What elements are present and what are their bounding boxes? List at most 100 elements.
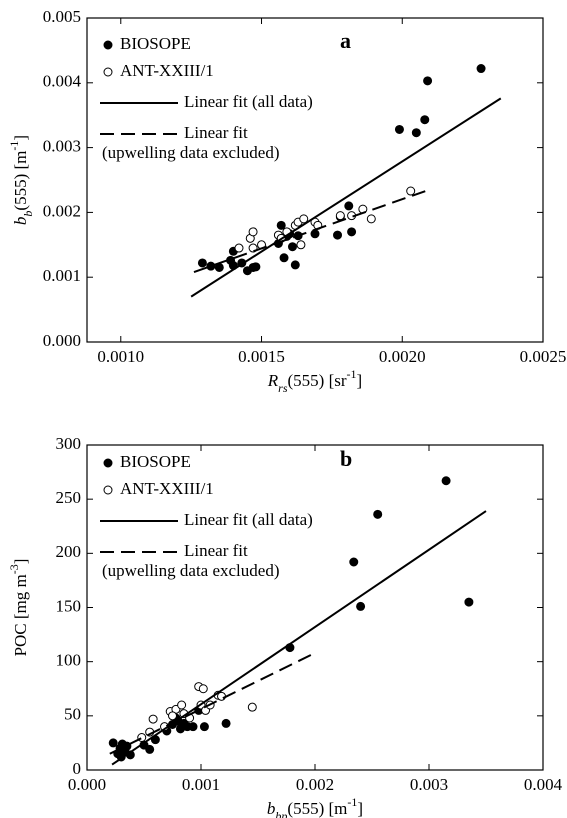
legend-label: ANT-XXIII/1	[120, 61, 214, 80]
y-tick-label: 200	[56, 542, 82, 561]
data-point	[406, 186, 416, 196]
label-part: -1	[347, 795, 357, 809]
data-point	[411, 128, 421, 138]
x-tick-label: 0.0010	[97, 347, 144, 366]
fit-line	[190, 97, 502, 298]
x-tick-label: 0.0020	[379, 347, 426, 366]
data-point	[441, 476, 451, 486]
x-tick-label: 0.001	[182, 775, 220, 794]
label-part: ]	[11, 559, 30, 565]
data-point	[356, 601, 366, 611]
data-point	[217, 691, 227, 701]
axis-label: bb(555) [m-1]	[7, 135, 35, 225]
label-part: ]	[11, 135, 30, 141]
label-part: b	[11, 217, 30, 226]
label-part: ]	[357, 371, 363, 390]
data-point	[168, 711, 177, 721]
x-tick-label: 0.0025	[520, 347, 567, 366]
data-point	[423, 76, 433, 86]
y-tick-label: 0	[73, 759, 82, 778]
legend-label: (upwelling data excluded)	[102, 143, 280, 162]
data-point	[296, 240, 306, 250]
data-point	[290, 260, 300, 270]
legend-marker	[103, 458, 113, 468]
axis-label: POC [mg m-3]	[7, 559, 30, 657]
data-point	[148, 714, 158, 724]
y-tick-label: 50	[64, 705, 81, 724]
label-part: R	[267, 371, 279, 390]
y-tick-label: 0.001	[43, 266, 81, 285]
legend: BIOSOPE ANT-XXIII/1 Linear fit (all data) L…	[100, 452, 313, 580]
legend-label: Linear fit	[184, 541, 248, 560]
y-tick-label: 100	[56, 651, 82, 670]
label-part: b	[21, 211, 35, 217]
x-tick-label: 0.004	[524, 775, 563, 794]
y-tick-label: 150	[56, 596, 82, 615]
legend-marker	[103, 67, 113, 77]
data-point	[248, 227, 258, 237]
label-part: (555) [m	[11, 151, 30, 211]
y-tick-label: 0.002	[43, 201, 81, 220]
fit-line	[109, 653, 314, 755]
label-part: ]	[357, 799, 363, 818]
data-point	[198, 684, 208, 694]
data-point	[279, 253, 289, 263]
data-point	[310, 229, 320, 239]
y-tick-label: 250	[56, 488, 82, 507]
panel-letter: b	[340, 446, 352, 471]
data-point	[299, 214, 309, 224]
legend-marker	[103, 485, 113, 495]
label-part: -3	[7, 564, 21, 574]
data-point	[221, 718, 231, 728]
legend-label: BIOSOPE	[120, 452, 191, 471]
label-part: rs	[278, 381, 288, 395]
data-point	[420, 115, 430, 125]
data-point	[234, 243, 244, 253]
legend-label: Linear fit (all data)	[184, 510, 313, 529]
data-point	[251, 262, 261, 272]
axis-label: Rrs(555) [sr-1]	[267, 367, 362, 395]
legend-label: Linear fit	[184, 123, 248, 142]
y-tick-label: 0.003	[43, 137, 81, 156]
y-tick-label: 0.004	[43, 72, 82, 91]
data-point	[335, 211, 345, 221]
label-part: (555) [sr	[288, 371, 347, 390]
y-tick-label: 0.000	[43, 331, 81, 350]
fit-line	[111, 510, 487, 766]
x-tick-label: 0.000	[68, 775, 106, 794]
x-tick-label: 0.0015	[238, 347, 285, 366]
data-point	[199, 722, 209, 732]
label-part: POC [mg m	[11, 574, 30, 656]
data-point	[108, 738, 118, 748]
data-point	[206, 261, 216, 271]
label-part: -1	[347, 367, 357, 381]
data-point	[276, 220, 286, 230]
legend-label: BIOSOPE	[120, 34, 191, 53]
label-part: (555) [m	[287, 799, 347, 818]
data-point	[333, 230, 343, 240]
panel-letter: a	[340, 28, 351, 53]
data-point	[177, 700, 187, 710]
label-part: bp	[275, 809, 287, 818]
y-tick-label: 0.005	[43, 7, 81, 26]
data-point	[287, 242, 297, 252]
data-point	[347, 227, 357, 237]
legend-label: Linear fit (all data)	[184, 92, 313, 111]
label-part: -1	[7, 141, 21, 151]
legend-label: (upwelling data excluded)	[102, 561, 280, 580]
x-tick-label: 0.003	[410, 775, 448, 794]
data-point	[349, 557, 359, 567]
data-point	[247, 702, 257, 712]
legend-label: ANT-XXIII/1	[120, 479, 214, 498]
data-point	[197, 258, 207, 268]
data-point	[344, 201, 354, 211]
data-point	[373, 509, 383, 519]
axis-label: bbp(555) [m-1]	[267, 795, 363, 818]
data-point	[188, 722, 198, 732]
data-point	[145, 744, 155, 754]
legend-marker	[103, 40, 113, 50]
y-tick-label: 300	[56, 434, 82, 453]
data-point	[476, 64, 486, 74]
data-point	[366, 214, 376, 224]
